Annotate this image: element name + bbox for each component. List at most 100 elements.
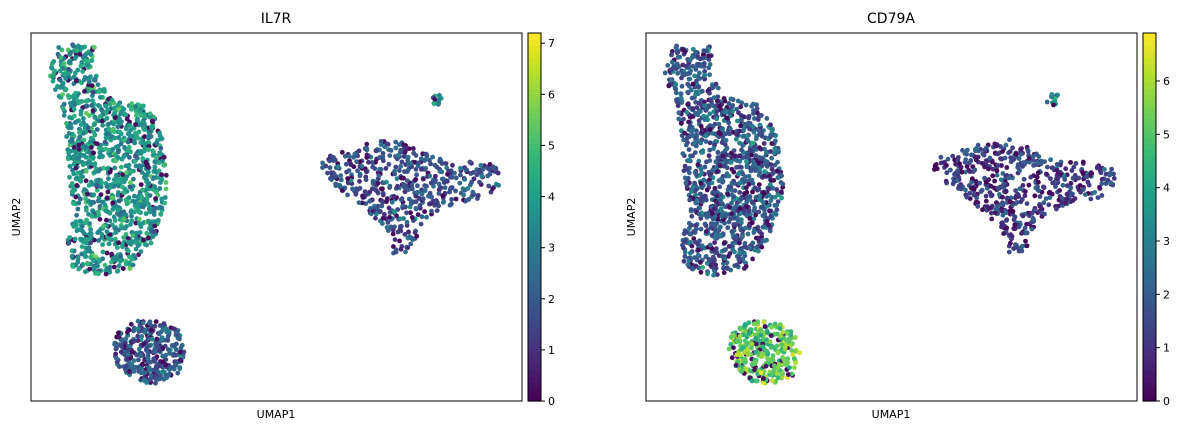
scatter-point [90, 181, 96, 187]
scatter-point [768, 198, 774, 203]
scatter-point [142, 145, 148, 151]
scatter-point [1025, 147, 1031, 153]
scatter-point [87, 266, 93, 272]
scatter-point [1023, 238, 1028, 244]
scatter-point [357, 179, 362, 184]
scatter-point [74, 183, 80, 188]
scatter-point [73, 90, 79, 96]
scatter-point [398, 246, 404, 252]
scatter-point [770, 171, 776, 176]
scatter-point [112, 135, 118, 141]
scatter-point [391, 244, 396, 250]
scatter-point [1063, 200, 1068, 206]
colorbar-segment [528, 57, 541, 65]
scatter-point [378, 142, 384, 148]
scatter-point [92, 114, 98, 120]
colorbar-segment [528, 394, 541, 402]
scatter-point [766, 186, 772, 192]
scatter-point [998, 202, 1004, 208]
scatter-point [125, 329, 130, 335]
scatter-point [159, 337, 165, 342]
scatter-point [142, 329, 148, 335]
scatter-point [380, 221, 385, 226]
scatter-point [693, 89, 699, 95]
scatter-point [787, 365, 792, 370]
scatter-point [702, 103, 708, 108]
scatter-point [84, 103, 90, 109]
scatter-point [75, 176, 81, 182]
scatter-point [680, 151, 686, 157]
scatter-point [662, 70, 668, 76]
scatter-point [716, 121, 722, 127]
scatter-point [715, 150, 721, 156]
scatter-point [755, 319, 761, 325]
y-axis-label: UMAP2 [625, 198, 638, 237]
scatter-point [756, 182, 762, 188]
colorbar-segment [528, 370, 541, 378]
scatter-point [104, 184, 110, 189]
scatter-point [983, 179, 989, 185]
scatter-point [775, 159, 780, 165]
scatter-point [436, 191, 442, 196]
scatter-point [147, 377, 153, 382]
scatter-point [740, 171, 746, 177]
scatter-point [395, 229, 401, 235]
colorbar-segment [528, 345, 541, 353]
scatter-point [157, 180, 163, 186]
scatter-point [339, 149, 345, 155]
colorbar-segment [528, 210, 541, 218]
scatter-point [716, 156, 722, 161]
colorbar-segment [1143, 302, 1156, 310]
scatter-point [1019, 248, 1025, 254]
colorbar-segment [528, 229, 541, 236]
scatter-point [1107, 172, 1112, 178]
scatter-point [357, 173, 363, 179]
scatter-point [726, 120, 732, 126]
scatter-point [747, 245, 753, 251]
colorbar-segment [528, 241, 541, 249]
scatter-point [727, 131, 732, 137]
scatter-point [70, 263, 76, 269]
scatter-point [932, 163, 938, 169]
scatter-point [471, 176, 477, 182]
scatter-point [726, 173, 732, 179]
scatter-point [71, 113, 77, 119]
scatter-point [709, 85, 715, 91]
scatter-point [53, 87, 58, 92]
colorbar-segment [1143, 137, 1156, 144]
scatter-point [718, 192, 724, 198]
scatter-point [118, 164, 124, 170]
scatter-point [140, 156, 146, 161]
colorbar-segment [528, 290, 541, 298]
scatter-point [462, 176, 468, 182]
scatter-point [113, 254, 118, 260]
scatter-point [164, 329, 170, 335]
scatter-point [736, 257, 742, 263]
scatter-point [707, 172, 713, 178]
scatter-point [399, 196, 405, 202]
scatter-point [63, 76, 69, 81]
scatter-point [105, 189, 111, 195]
scatter-point [118, 258, 123, 264]
scatter-point [121, 153, 127, 159]
scatter-point [741, 345, 746, 350]
scatter-point [964, 151, 969, 157]
scatter-point [485, 173, 491, 179]
scatter-point [737, 128, 742, 134]
scatter-point [755, 110, 760, 116]
scatter-point [702, 69, 707, 74]
scatter-point [1031, 163, 1036, 168]
scatter-point [175, 335, 181, 341]
scatter-point [744, 194, 750, 200]
scatter-point [702, 99, 707, 105]
scatter-point [437, 185, 443, 191]
chart-title: IL7R [261, 11, 292, 27]
scatter-point [688, 207, 694, 212]
scatter-point [433, 178, 438, 183]
scatter-point [424, 153, 430, 158]
scatter-point [1102, 167, 1107, 172]
colorbar-segment [1143, 296, 1156, 304]
scatter-point [774, 187, 780, 192]
scatter-point [998, 177, 1004, 183]
scatter-point [124, 356, 130, 362]
